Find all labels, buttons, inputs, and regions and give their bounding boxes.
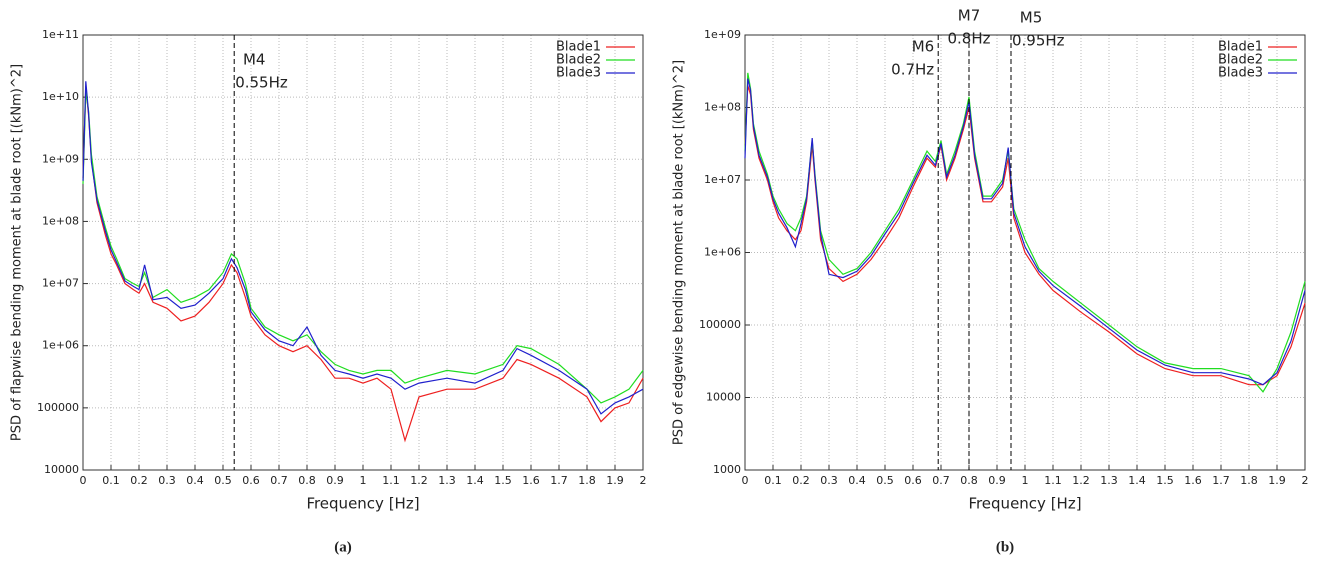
x-tick-label: 0 bbox=[80, 474, 87, 487]
caption: (b) bbox=[996, 539, 1014, 555]
x-tick-label: 1.8 bbox=[578, 474, 596, 487]
x-tick-label: 0.6 bbox=[904, 474, 922, 487]
x-tick-label: 1.1 bbox=[382, 474, 400, 487]
y-tick-label: 1e+11 bbox=[42, 28, 79, 41]
series-line bbox=[82, 81, 644, 415]
x-tick-label: 1.2 bbox=[1072, 474, 1090, 487]
y-tick-label: 1e+07 bbox=[42, 277, 79, 290]
x-tick-label: 1.9 bbox=[606, 474, 624, 487]
x-axis-label: Frequency [Hz] bbox=[968, 495, 1081, 513]
x-tick-label: 1.3 bbox=[1100, 474, 1118, 487]
y-tick-label: 1e+10 bbox=[42, 90, 79, 103]
y-tick-label: 10000 bbox=[706, 391, 741, 404]
series-line bbox=[82, 86, 644, 443]
y-tick-label: 10000 bbox=[44, 463, 79, 476]
marker-label: M6 bbox=[912, 38, 935, 56]
x-tick-label: 1.4 bbox=[1128, 474, 1146, 487]
x-tick-label: 1.2 bbox=[410, 474, 428, 487]
marker-label: M5 bbox=[1020, 9, 1043, 27]
y-tick-label: 1e+06 bbox=[42, 339, 79, 352]
y-tick-label: 1e+08 bbox=[42, 214, 79, 227]
x-tick-label: 0.7 bbox=[932, 474, 950, 487]
x-tick-label: 1 bbox=[1022, 474, 1029, 487]
legend-label: Blade2 bbox=[556, 53, 601, 68]
x-tick-label: 2 bbox=[640, 474, 647, 487]
x-tick-label: 0.8 bbox=[298, 474, 316, 487]
x-tick-label: 0.8 bbox=[960, 474, 978, 487]
x-tick-label: 0.3 bbox=[158, 474, 176, 487]
y-tick-label: 1e+09 bbox=[704, 28, 741, 41]
x-tick-label: 0 bbox=[742, 474, 749, 487]
x-tick-label: 1.1 bbox=[1044, 474, 1062, 487]
y-tick-label: 100000 bbox=[699, 318, 741, 331]
subplot: 1e+09 1e+08 1e+07 1e+06 100000 10000 10000 0.1 0… bbox=[672, 7, 1309, 556]
legend-label: Blade1 bbox=[1218, 40, 1263, 55]
x-tick-label: 0.2 bbox=[130, 474, 148, 487]
legend-label: Blade1 bbox=[556, 40, 601, 55]
subplot: 1e+11 1e+10 1e+09 1e+08 1e+07 1e+06 100000 1000… bbox=[10, 28, 647, 555]
y-tick-label: 1e+06 bbox=[704, 246, 741, 259]
legend-label: Blade3 bbox=[556, 66, 601, 81]
plot-frame bbox=[744, 34, 1306, 471]
x-tick-label: 1.8 bbox=[1240, 474, 1258, 487]
y-tick-label: 1e+09 bbox=[42, 152, 79, 165]
y-tick-label: 100000 bbox=[37, 401, 79, 414]
x-tick-label: 1 bbox=[360, 474, 367, 487]
x-tick-label: 1.9 bbox=[1268, 474, 1286, 487]
x-axis-label: Frequency [Hz] bbox=[306, 495, 419, 513]
series-line bbox=[82, 92, 644, 404]
marker-sublabel: 0.95Hz bbox=[1012, 32, 1065, 50]
legend-label: Blade3 bbox=[1218, 66, 1263, 81]
plot-frame bbox=[82, 34, 644, 471]
x-tick-label: 0.7 bbox=[270, 474, 288, 487]
x-tick-label: 0.2 bbox=[792, 474, 810, 487]
x-tick-label: 0.4 bbox=[848, 474, 866, 487]
x-tick-label: 0.1 bbox=[102, 474, 120, 487]
x-tick-label: 0.9 bbox=[988, 474, 1006, 487]
x-tick-label: 0.5 bbox=[876, 474, 894, 487]
x-tick-label: 1.6 bbox=[1184, 474, 1202, 487]
y-axis-label: PSD of edgewise bending moment at blade … bbox=[672, 60, 687, 445]
marker-label: M4 bbox=[243, 51, 266, 69]
x-tick-label: 0.4 bbox=[186, 474, 204, 487]
x-tick-label: 1.7 bbox=[1212, 474, 1230, 487]
marker-label: M7 bbox=[958, 7, 981, 25]
x-tick-label: 1.4 bbox=[466, 474, 484, 487]
marker-sublabel: 0.7Hz bbox=[891, 61, 934, 79]
y-tick-label: 1000 bbox=[713, 463, 741, 476]
y-tick-label: 1e+08 bbox=[704, 101, 741, 114]
x-tick-label: 2 bbox=[1302, 474, 1309, 487]
series-line bbox=[744, 78, 1306, 386]
series-line bbox=[744, 85, 1306, 386]
x-tick-label: 0.5 bbox=[214, 474, 232, 487]
x-tick-label: 0.6 bbox=[242, 474, 260, 487]
marker-sublabel: 0.8Hz bbox=[947, 30, 990, 48]
x-tick-label: 0.3 bbox=[820, 474, 838, 487]
series-line bbox=[744, 72, 1306, 393]
x-tick-label: 1.7 bbox=[550, 474, 568, 487]
x-tick-label: 0.1 bbox=[764, 474, 782, 487]
x-tick-label: 0.9 bbox=[326, 474, 344, 487]
x-tick-label: 1.5 bbox=[494, 474, 512, 487]
marker-sublabel: 0.55Hz bbox=[235, 74, 288, 92]
y-tick-label: 1e+07 bbox=[704, 173, 741, 186]
y-axis-label: PSD of flapwise bending moment at blade … bbox=[10, 64, 25, 441]
x-tick-label: 1.3 bbox=[438, 474, 456, 487]
legend-label: Blade2 bbox=[1218, 53, 1263, 68]
x-tick-label: 1.5 bbox=[1156, 474, 1174, 487]
x-tick-label: 1.6 bbox=[522, 474, 540, 487]
caption: (a) bbox=[334, 539, 352, 555]
